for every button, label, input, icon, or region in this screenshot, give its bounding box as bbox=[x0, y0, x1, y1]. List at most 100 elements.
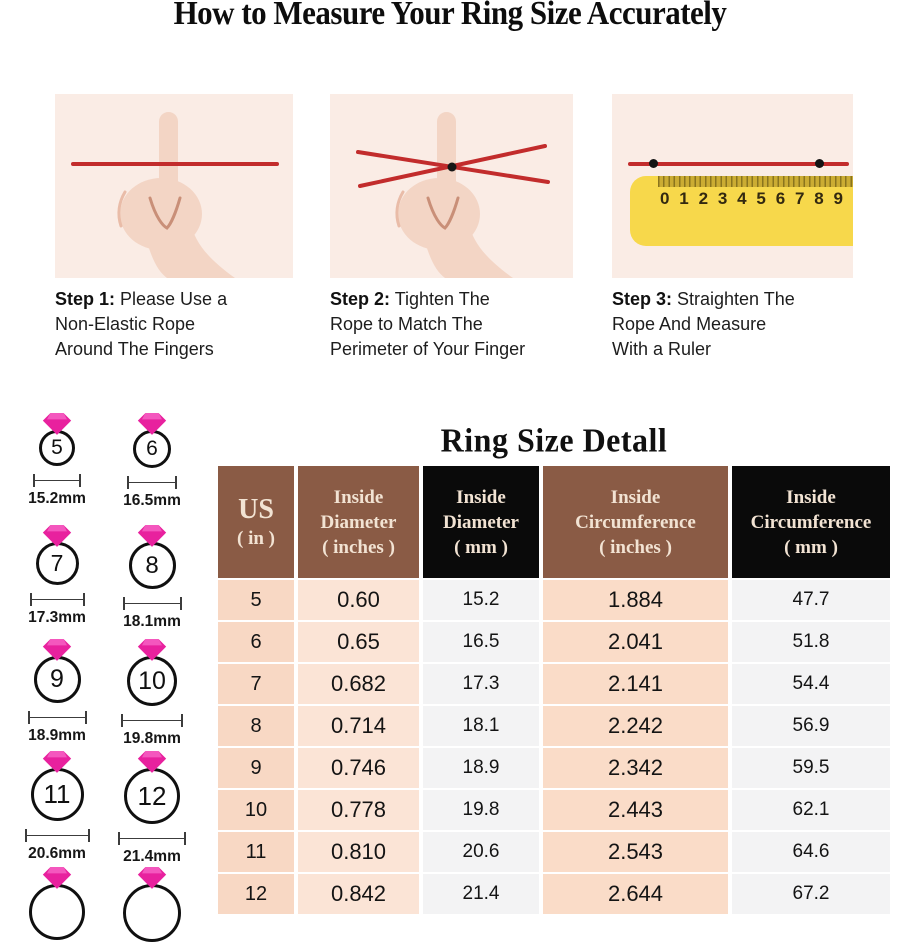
table-cell: 67.2 bbox=[732, 874, 890, 914]
table-cell: 18.1 bbox=[423, 706, 539, 746]
ruler-number: 6 bbox=[775, 189, 786, 208]
table-cell: 20.6 bbox=[423, 832, 539, 872]
ruler-number: 7 bbox=[794, 189, 805, 208]
table-cell: 0.714 bbox=[298, 706, 419, 746]
table-cell: 0.778 bbox=[298, 790, 419, 830]
ring-diagram-9: 9 18.9mm bbox=[2, 638, 112, 745]
diameter-bracket bbox=[127, 476, 177, 489]
ring-diagram-7: 7 17.3mm bbox=[2, 524, 112, 627]
ring-diagram-partial bbox=[2, 866, 112, 940]
gem-icon bbox=[42, 413, 72, 435]
table-cell: 17.3 bbox=[423, 664, 539, 704]
column-header-inside-circumference-inches: Inside Circumference ( inches ) bbox=[543, 466, 728, 578]
ruler-number: 0 bbox=[660, 189, 670, 208]
diameter-bracket bbox=[122, 597, 182, 610]
table-cell: 8 bbox=[218, 706, 294, 746]
table-cell: 64.6 bbox=[732, 832, 890, 872]
table-cell: 2.443 bbox=[543, 790, 728, 830]
table-cell: 2.041 bbox=[543, 622, 728, 662]
diameter-bracket bbox=[27, 711, 87, 724]
gem-icon bbox=[137, 751, 167, 773]
ruler-number: 3 bbox=[717, 189, 728, 208]
ruler-number: 4 bbox=[737, 189, 747, 208]
step-2-image bbox=[330, 94, 573, 278]
hand-rope-crossed-illustration bbox=[356, 112, 550, 278]
gem-icon bbox=[42, 639, 72, 661]
table-cell: 0.746 bbox=[298, 748, 419, 788]
ruler-illustration: 0 1 2 3 4 5 6 7 8 9 bbox=[630, 176, 853, 246]
table-cell: 9 bbox=[218, 748, 294, 788]
table-cell: 18.9 bbox=[423, 748, 539, 788]
hand-finger-illustration bbox=[71, 112, 279, 278]
diameter-bracket bbox=[29, 593, 85, 606]
table-heading: Ring Size Detall bbox=[440, 421, 668, 459]
rope-line bbox=[628, 162, 849, 166]
table-cell: 2.342 bbox=[543, 748, 728, 788]
step-3-image: 0 1 2 3 4 5 6 7 8 9 bbox=[612, 94, 853, 278]
diameter-bracket bbox=[121, 714, 183, 727]
gem-icon bbox=[42, 525, 72, 547]
ring-circle: 7 bbox=[35, 542, 79, 585]
table-cell: 19.8 bbox=[423, 790, 539, 830]
rope-end-dot bbox=[815, 159, 824, 168]
ring-circle bbox=[123, 884, 181, 942]
diameter-label: 15.2mm bbox=[28, 490, 86, 507]
ruler-number: 8 bbox=[814, 189, 824, 208]
column-header-inside-circumference-mm: Inside Circumference ( mm ) bbox=[732, 466, 890, 578]
ring-diagram-8: 8 18.1mm bbox=[97, 524, 207, 631]
page-title: How to Measure Your Ring Size Accurately bbox=[173, 0, 727, 32]
diameter-bracket bbox=[24, 829, 90, 842]
gem-icon bbox=[42, 751, 72, 773]
table-cell: 47.7 bbox=[732, 580, 890, 620]
ring-diagram-5: 5 15.2mm bbox=[2, 412, 112, 508]
rope-knot-dot bbox=[447, 162, 457, 172]
diameter-label: 17.3mm bbox=[28, 609, 86, 626]
table-cell: 59.5 bbox=[732, 748, 890, 788]
table-cell: 6 bbox=[218, 622, 294, 662]
rope-line bbox=[71, 162, 279, 166]
table-cell: 62.1 bbox=[732, 790, 890, 830]
ring-circle: 10 bbox=[127, 656, 177, 706]
table-cell: 0.842 bbox=[298, 874, 419, 914]
table-cell: 16.5 bbox=[423, 622, 539, 662]
step-1-caption: Step 1: Please Use a Non-Elastic Rope Ar… bbox=[55, 289, 228, 359]
ring-circle: 12 bbox=[124, 768, 180, 824]
table-cell: 11 bbox=[218, 832, 294, 872]
ring-circle: 8 bbox=[128, 542, 176, 589]
table-cell: 15.2 bbox=[423, 580, 539, 620]
table-cell: 2.141 bbox=[543, 664, 728, 704]
ring-diagram-11: 11 20.6mm bbox=[2, 750, 112, 863]
diameter-label: 18.1mm bbox=[123, 613, 181, 630]
ring-diagram-12: 12 21.4mm bbox=[97, 750, 207, 866]
table-cell: 10 bbox=[218, 790, 294, 830]
table-cell: 2.644 bbox=[543, 874, 728, 914]
diameter-bracket bbox=[33, 474, 81, 487]
gem-icon bbox=[137, 413, 167, 435]
column-header-inside-diameter-mm: Inside Diameter ( mm ) bbox=[423, 466, 539, 578]
step-3-caption: Step 3: Straighten The Rope And Measure … bbox=[612, 289, 795, 359]
table-cell: 0.65 bbox=[298, 622, 419, 662]
table-cell: 12 bbox=[218, 874, 294, 914]
diameter-bracket bbox=[118, 832, 186, 845]
step-1-image bbox=[55, 94, 293, 278]
ring-circle: 11 bbox=[30, 768, 84, 821]
table-cell: 56.9 bbox=[732, 706, 890, 746]
ring-diagram-10: 10 19.8mm bbox=[97, 638, 207, 748]
diameter-label: 20.6mm bbox=[28, 845, 86, 862]
ruler-numbers: 0 1 2 3 4 5 6 7 8 9 bbox=[660, 189, 843, 209]
column-header-inside-diameter-inches: Inside Diameter ( inches ) bbox=[298, 466, 419, 578]
step-label: Step 3: bbox=[612, 289, 673, 309]
table-cell: 5 bbox=[218, 580, 294, 620]
diameter-label: 18.9mm bbox=[28, 727, 86, 744]
step-label: Step 1: bbox=[55, 289, 116, 309]
diameter-label: 21.4mm bbox=[123, 848, 181, 865]
table-cell: 7 bbox=[218, 664, 294, 704]
ring-diagram-6: 6 16.5mm bbox=[97, 412, 207, 510]
ruler-number: 1 bbox=[679, 189, 689, 208]
ring-diagram-partial bbox=[97, 866, 207, 942]
table-cell: 0.682 bbox=[298, 664, 419, 704]
table-cell: 1.884 bbox=[543, 580, 728, 620]
step-label: Step 2: bbox=[330, 289, 391, 309]
gem-icon bbox=[42, 867, 72, 889]
table-cell: 2.242 bbox=[543, 706, 728, 746]
